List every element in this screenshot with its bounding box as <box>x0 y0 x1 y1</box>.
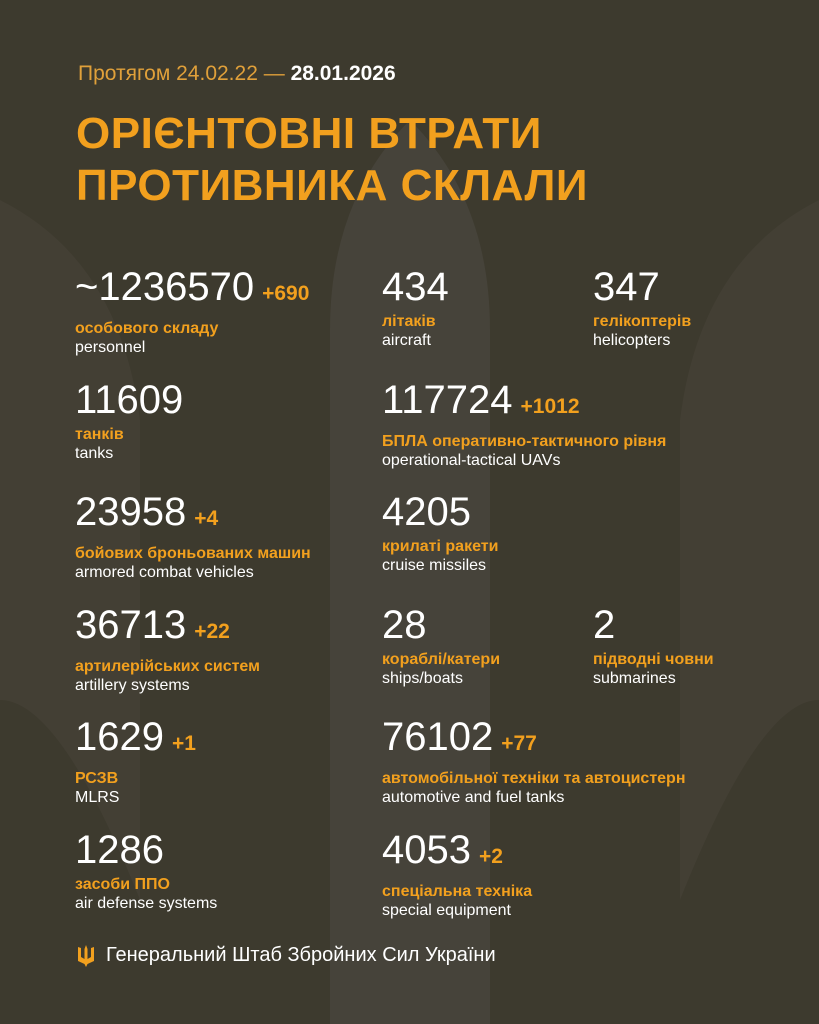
stat-value: 36713 <box>75 603 187 647</box>
stat-label-en: cruise missiles <box>382 557 487 574</box>
stat-value-row: 347 <box>593 266 691 308</box>
stat-item: 347 гелікоптерів helicopters <box>593 266 691 350</box>
stat-value-row: 28 <box>382 604 500 646</box>
stat-label-en: helicopters <box>593 332 671 349</box>
stat-label-ua: гелікоптерів <box>593 313 692 330</box>
stat-value-row: 4205 <box>382 491 498 533</box>
stat-label-en: tanks <box>75 445 114 462</box>
title-line-1: ОРІЄНТОВНІ ВТРАТИ <box>76 109 542 158</box>
stat-label-ua: кораблі/катери <box>382 651 501 668</box>
stat-label-ua: артилерійських систем <box>75 658 260 675</box>
stat-delta: +2 <box>478 845 503 868</box>
trident-icon <box>78 944 94 967</box>
stat-value-row: 117724 +1012 <box>382 379 666 428</box>
stat-label-en: special equipment <box>382 902 511 919</box>
stat-label-en: submarines <box>593 670 676 687</box>
stat-value: 1286 <box>75 828 164 872</box>
stat-label-en: ships/boats <box>382 670 463 687</box>
stat-label-en: MLRS <box>75 789 120 806</box>
stat-label-en: air defense systems <box>75 895 218 912</box>
stat-delta: +77 <box>501 732 537 755</box>
stat-label-ua: танків <box>75 426 124 443</box>
stat-item: 1286 засоби ППО air defense systems <box>75 829 217 913</box>
stat-delta: +690 <box>262 282 310 305</box>
stat-value: 117724 <box>382 378 513 422</box>
stat-label-en: artillery systems <box>75 677 190 694</box>
stat-value-row: 36713 +22 <box>75 604 260 653</box>
stat-label-ua: засоби ППО <box>75 876 170 893</box>
stat-value-row: 1629 +1 <box>75 716 196 765</box>
stat-label-ua: спеціальна техніка <box>382 883 533 900</box>
stat-item: 4205 крилаті ракети cruise missiles <box>382 491 498 575</box>
stat-label-en: automotive and fuel tanks <box>382 789 565 806</box>
stat-item: 11609 танків tanks <box>75 379 183 463</box>
stat-delta: +4 <box>194 507 219 530</box>
stat-value: 4205 <box>382 490 471 534</box>
stat-delta: +22 <box>194 620 230 643</box>
stat-value-row: 4053 +2 <box>382 829 532 878</box>
stat-value: 76102 <box>382 715 494 759</box>
stat-label-ua: автомобільної техніки та автоцистерн <box>382 770 686 787</box>
footer: Генеральний Штаб Збройних Сил України <box>78 944 496 967</box>
stat-value: 28 <box>382 603 427 647</box>
stat-value-row: 11609 <box>75 379 183 421</box>
stat-value: 1629 <box>75 715 164 759</box>
footer-text: Генеральний Штаб Збройних Сил України <box>106 944 496 966</box>
stat-label-ua: БПЛА оперативно-тактичного рівня <box>382 433 667 450</box>
stat-item: 1629 +1 РСЗВ MLRS <box>75 716 196 807</box>
stat-value-row: 23958 +4 <box>75 491 311 540</box>
stat-value: ~1236570 <box>75 265 255 309</box>
stat-value: 347 <box>593 265 660 309</box>
period-start: Протягом 24.02.22 — <box>78 62 285 85</box>
stat-value-row: 76102 +77 <box>382 716 685 765</box>
stat-value-row: ~1236570 +690 <box>75 266 309 315</box>
stat-item: 2 підводні човни submarines <box>593 604 714 688</box>
stat-item: 36713 +22 артилерійських систем artillery s… <box>75 604 260 695</box>
stat-item: 434 літаків aircraft <box>382 266 449 350</box>
stat-label-ua: крилаті ракети <box>382 538 499 555</box>
stat-label-en: operational-tactical UAVs <box>382 452 561 469</box>
stat-item: ~1236570 +690 особового складу personnel <box>75 266 309 357</box>
stat-item: 76102 +77 автомобільної техніки та автоцис… <box>382 716 685 807</box>
stat-label-ua: РСЗВ <box>75 770 119 787</box>
stat-delta: +1 <box>171 732 196 755</box>
stat-label-ua: літаків <box>382 313 436 330</box>
stat-value: 2 <box>593 603 616 647</box>
stat-label-en: aircraft <box>382 332 431 349</box>
title-line-2: ПРОТИВНИКА СКЛАЛИ <box>76 161 588 210</box>
period-end: 28.01.2026 <box>290 62 396 85</box>
stat-delta: +1012 <box>520 395 580 418</box>
stat-item: 4053 +2 спеціальна техніка special equipmen… <box>382 829 532 920</box>
stat-item: 28 кораблі/катери ships/boats <box>382 604 500 688</box>
stat-value-row: 1286 <box>75 829 217 871</box>
stat-value: 4053 <box>382 828 471 872</box>
stat-value: 23958 <box>75 490 187 534</box>
stat-label-en: personnel <box>75 339 146 356</box>
stat-value: 11609 <box>75 378 184 422</box>
stat-item: 117724 +1012 БПЛА оперативно-тактичного рі… <box>382 379 666 470</box>
stat-value-row: 434 <box>382 266 449 308</box>
stat-label-ua: особового складу <box>75 320 219 337</box>
period: Протягом 24.02.22 — 28.01.2026 <box>78 62 396 86</box>
stat-value: 434 <box>382 265 449 309</box>
stat-item: 23958 +4 бойових броньованих машин armored … <box>75 491 311 582</box>
stat-label-en: armored combat vehicles <box>75 564 254 581</box>
page-title: ОРІЄНТОВНІ ВТРАТИ ПРОТИВНИКА СКЛАЛИ <box>76 108 588 212</box>
stat-label-ua: підводні човни <box>593 651 714 668</box>
stat-label-ua: бойових броньованих машин <box>75 545 311 562</box>
stat-value-row: 2 <box>593 604 714 646</box>
